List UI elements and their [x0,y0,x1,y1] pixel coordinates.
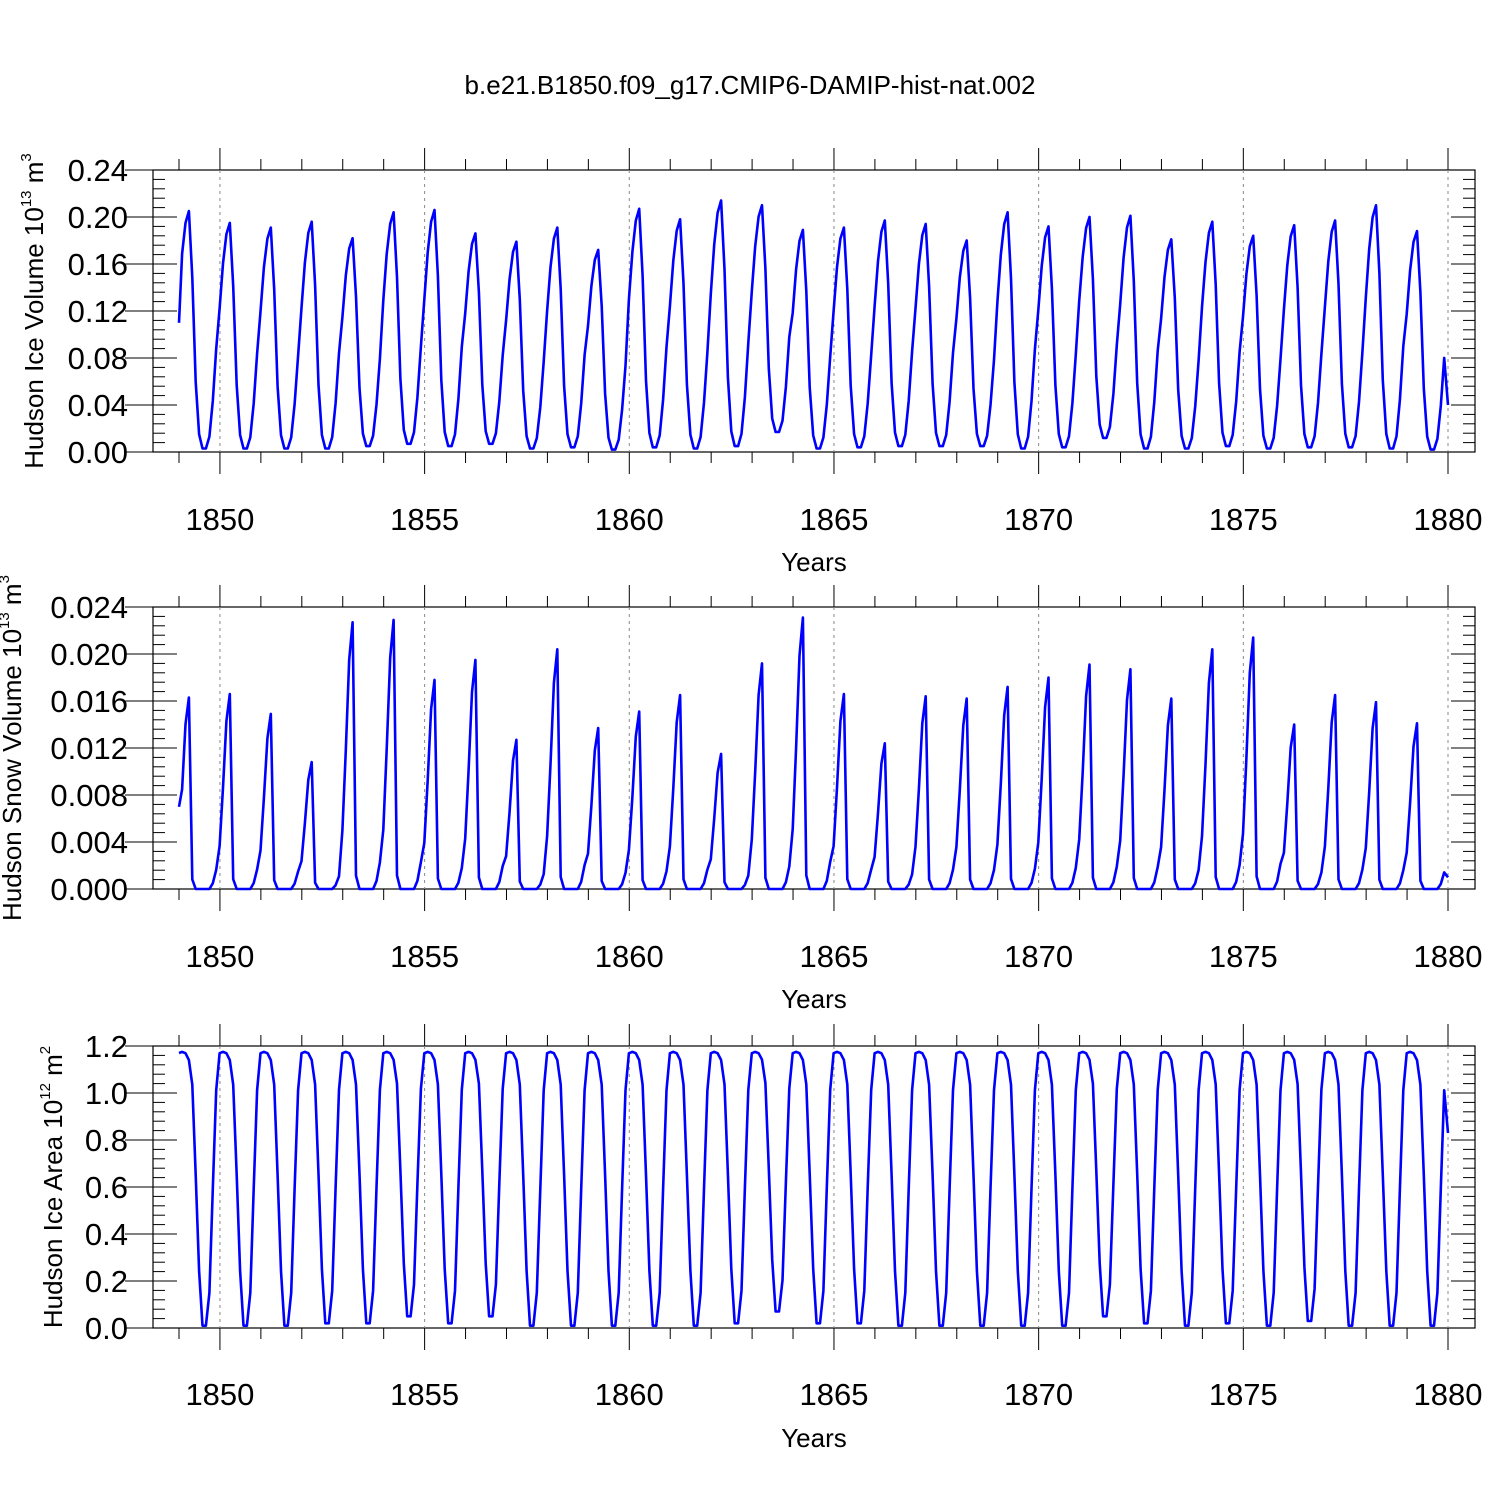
x-tick-label: 1860 [595,939,664,974]
x-tick-label: 1870 [1004,1377,1073,1412]
y-axis-title-text: Hudson Ice Area 10 [38,1100,68,1328]
y-axis-title-text: Hudson Ice Volume 10 [19,207,49,469]
panel-ice-volume: 1850 1855 1860 1865 1870 1875 1880 0.00 0.04 0.08… [18,148,1482,577]
x-tick-label: 1870 [1004,502,1073,537]
y-tick-label: 0.016 [50,684,128,719]
y-tick-label: 0.004 [50,825,128,860]
y-tick-label: 0.0 [85,1311,128,1346]
y-axis-title: Hudson Ice Area 1012 m2 [37,1046,68,1328]
x-tick-label: 1855 [390,1377,459,1412]
x-tick-label: 1875 [1209,1377,1278,1412]
y-tick-label: 0.000 [50,872,128,907]
y-tick-label: 0.012 [50,731,128,766]
y-axis-title: Hudson Snow Volume 1013 m3 [0,575,27,921]
y-tick-label: 0.2 [85,1264,128,1299]
x-tick-label: 1850 [185,939,254,974]
y-tick-label: 0.00 [68,435,128,470]
series-line [177,616,1450,891]
y-tick-label: 1.2 [85,1029,128,1064]
x-tick-label: 1850 [185,1377,254,1412]
y-tick-label: 0.20 [68,200,128,235]
y-axis-title-text: Hudson Snow Volume 10 [0,629,27,921]
y-tick-label: 0.8 [85,1123,128,1158]
x-tick-label: 1880 [1414,502,1483,537]
y-tick-label: 0.6 [85,1170,128,1205]
y-axis-title-unit-exponent: 3 [18,153,35,161]
y-axis-title-exponent: 13 [18,190,35,207]
x-tick-label: 1855 [390,502,459,537]
x-axis-title: Years [781,547,847,577]
x-tick-label: 1855 [390,939,459,974]
x-axis-title: Years [781,1423,847,1453]
y-tick-label: 0.024 [50,590,128,625]
x-tick-label: 1870 [1004,939,1073,974]
series-line [177,199,1450,451]
y-tick-label: 0.12 [68,294,128,329]
series-line [178,1050,1450,1327]
x-tick-label: 1865 [799,939,868,974]
y-axis-title-unit: m [38,1054,68,1083]
y-axis-title-exponent: 12 [37,1083,54,1100]
y-tick-label: 0.020 [50,637,128,672]
x-tick-label: 1860 [595,1377,664,1412]
panel-ice-area: 1850 1855 1860 1865 1870 1875 1880 0.0 0.2 0.4 0.6… [37,1024,1482,1453]
y-axis-title-unit-exponent: 3 [0,575,13,583]
y-tick-label: 0.16 [68,247,128,282]
x-tick-label: 1860 [595,502,664,537]
figure-title: b.e21.B1850.f09_g17.CMIP6-DAMIP-hist-nat… [464,70,1036,100]
x-tick-label: 1880 [1414,1377,1483,1412]
panel-snow-volume: 1850 1855 1860 1865 1870 1875 1880 0.000 0.004 0.… [0,575,1482,1014]
x-tick-label: 1875 [1209,502,1278,537]
x-axis-title: Years [781,984,847,1014]
x-tick-label: 1875 [1209,939,1278,974]
y-tick-label: 0.08 [68,341,128,376]
y-tick-label: 0.4 [85,1217,128,1252]
y-tick-label: 1.0 [85,1076,128,1111]
y-axis-title-unit: m [19,162,49,191]
x-tick-label: 1850 [185,502,254,537]
y-axis-title-unit-exponent: 2 [37,1046,54,1054]
y-tick-label: 0.24 [68,153,128,188]
y-axis-title-exponent: 13 [0,612,13,629]
y-tick-label: 0.04 [68,388,128,423]
y-tick-label: 0.008 [50,778,128,813]
x-tick-label: 1865 [799,502,868,537]
x-tick-label: 1880 [1414,939,1483,974]
y-axis-title: Hudson Ice Volume 1013 m3 [18,153,49,469]
y-axis-title-unit: m [0,583,27,612]
x-tick-label: 1865 [799,1377,868,1412]
